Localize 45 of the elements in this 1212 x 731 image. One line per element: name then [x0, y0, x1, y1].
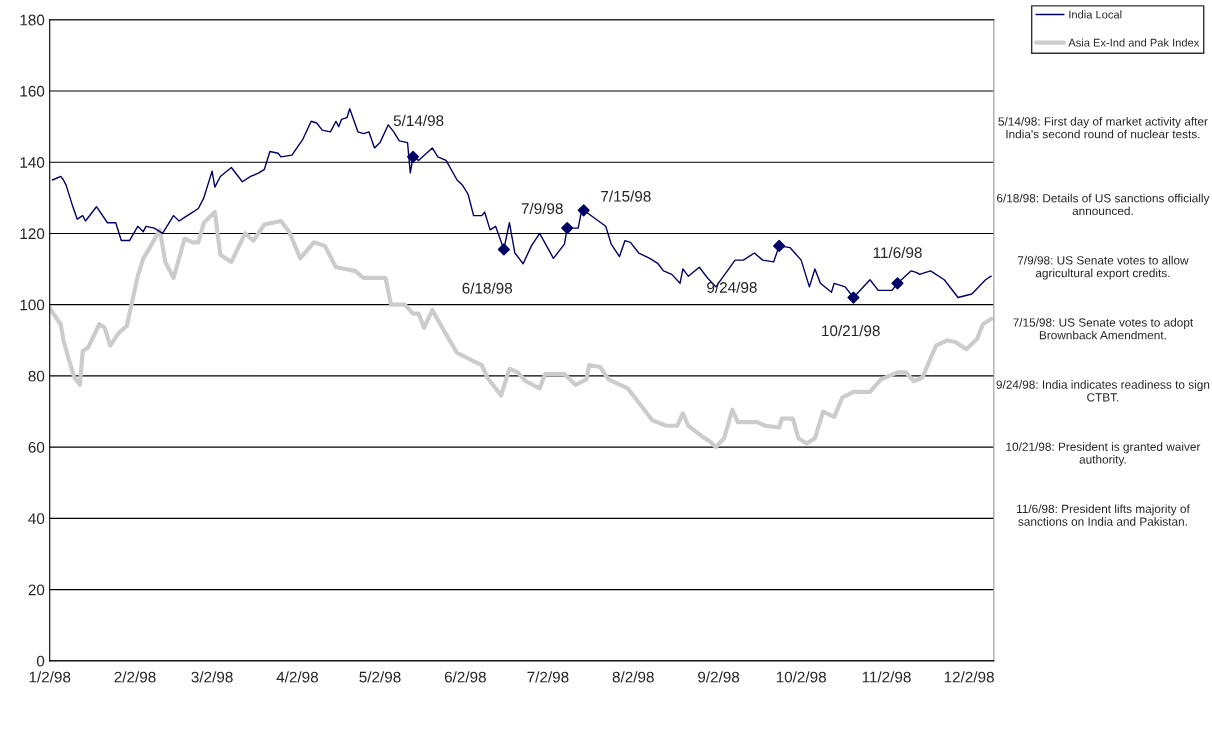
x-tick-label: 5/2/98 [359, 671, 401, 683]
text: 7/9/98: US Senate votes to allow agricultural export credits. [1017, 255, 1189, 280]
y-tick-label: 120 [20, 228, 45, 240]
x-tick-label: 7/2/98 [527, 671, 569, 683]
text: 10/21/98: President is granted waiver authority. [1006, 442, 1201, 466]
y-tick-label: 0 [36, 655, 45, 667]
annotation: 6/18/98 [462, 282, 513, 294]
point [891, 277, 904, 290]
y-tick-label: 80 [28, 370, 45, 382]
annotation: 5/14/98 [393, 114, 444, 127]
y-tick-label: 20 [28, 584, 45, 596]
y-tick-label: 100 [20, 299, 45, 311]
annotation: 9/24/98 [707, 281, 757, 293]
point [773, 239, 786, 252]
y-tick-label: 60 [28, 442, 45, 453]
text: 6/18/98: Details of US sanctions officially announced. [997, 193, 1210, 216]
annotation: 7/15/98 [601, 190, 651, 202]
x-tick-label: 4/2/98 [276, 671, 318, 683]
y-tick-label: 180 [20, 14, 45, 26]
text: 9/24/98: India indicates readiness to sign CTBT. [996, 380, 1210, 402]
point [577, 204, 590, 217]
x-tick-label: 11/2/98 [862, 671, 911, 683]
text: 5/14/98: First day of market activity after India's second round of nuclear tests. [998, 116, 1208, 139]
x-tick-label: 12/2/98 [944, 671, 994, 683]
y-tick-label: 40 [28, 513, 45, 525]
annotation: 10/21/98 [822, 324, 880, 337]
x-tick-label: 8/2/98 [612, 671, 654, 683]
legend-label: India Local [1069, 10, 1122, 19]
annotation: 11/6/98 [873, 246, 922, 259]
y-tick-label: 140 [20, 157, 45, 168]
point [561, 222, 574, 235]
point [406, 150, 420, 163]
point [497, 243, 510, 256]
legend-label: Asia Ex-Ind and Pak Index [1068, 38, 1200, 47]
x-tick-label: 10/2/98 [776, 671, 826, 683]
annotation: 7/9/98 [521, 202, 563, 214]
y-tick-label: 160 [20, 85, 45, 97]
text: 11/6/98: President lifts majority of sanctions on India and Pakistan. [1016, 504, 1190, 526]
point [847, 291, 860, 304]
x-tick-label: 9/2/98 [698, 671, 740, 683]
x-tick-label: 3/2/98 [191, 671, 233, 683]
x-tick-label: 1/2/98 [29, 671, 71, 683]
x-tick-label: 6/2/98 [444, 671, 486, 683]
x-tick-label: 2/2/98 [114, 671, 156, 683]
text: 7/15/98: US Senate votes to adopt Brownback Amendment. [1013, 317, 1194, 340]
